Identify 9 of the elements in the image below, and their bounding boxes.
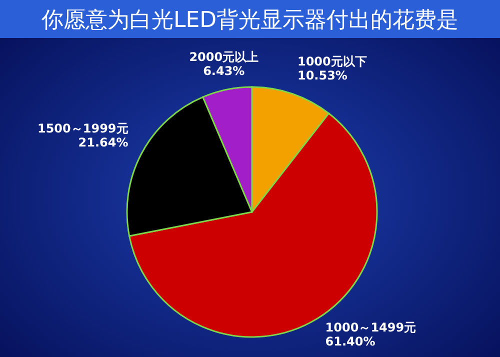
slice-label: 1000元以下 bbox=[297, 54, 367, 69]
chart-title: 你愿意为白光LED背光显示器付出的花费是 bbox=[40, 8, 459, 33]
slice-label: 2000元以上 bbox=[189, 50, 259, 64]
slice-label: 1500～1999元 bbox=[37, 121, 128, 136]
data-label: 10.53% bbox=[297, 68, 348, 83]
data-label: 21.64% bbox=[78, 135, 128, 150]
data-label: 6.43% bbox=[203, 64, 245, 78]
slice-label: 1000～1499元 bbox=[325, 320, 416, 334]
data-label: 61.40% bbox=[325, 334, 376, 348]
